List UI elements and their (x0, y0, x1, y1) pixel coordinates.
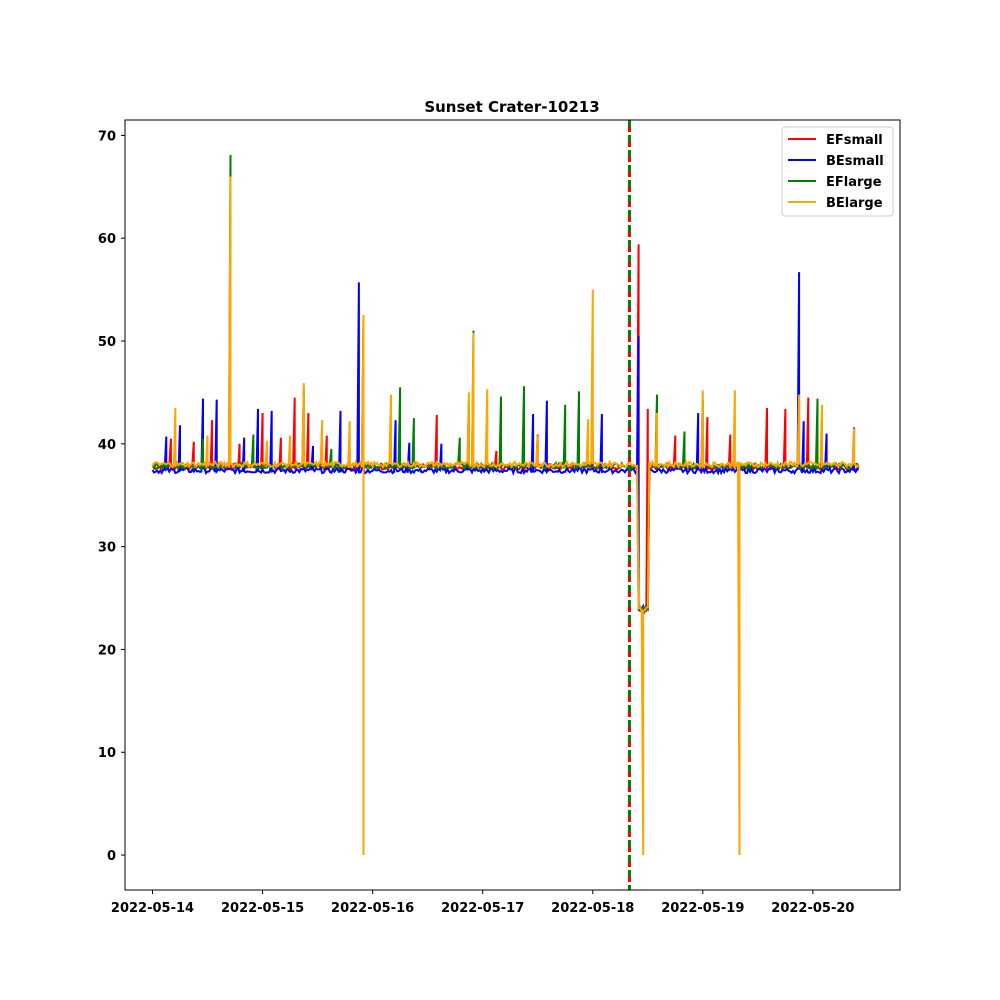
series-line-besmall (151, 272, 860, 615)
legend-box (781, 126, 894, 217)
y-tick-label: 0 (107, 849, 116, 864)
x-tick-label: 2022-05-14 (111, 901, 194, 916)
y-tick-label: 70 (98, 129, 116, 144)
legend: EFsmall BEsmall EFlarge BElarge (781, 126, 894, 217)
x-tick-label: 2022-05-17 (441, 901, 524, 916)
legend-label-besmall: BEsmall (826, 154, 884, 169)
plot-frame (124, 119, 901, 891)
legend-label-belarge: BElarge (826, 196, 883, 211)
x-tick-label: 2022-05-18 (551, 901, 634, 916)
y-axis: 0 10 20 30 40 50 60 70 (98, 129, 125, 864)
legend-label-eflarge: EFlarge (826, 175, 882, 190)
series-line-belarge (151, 176, 860, 856)
y-tick-label: 40 (98, 438, 116, 453)
x-tick-label: 2022-05-20 (771, 901, 854, 916)
y-tick-label: 20 (98, 643, 116, 658)
y-tick-label: 30 (98, 541, 116, 556)
x-tick-label: 2022-05-16 (331, 901, 414, 916)
legend-label-efsmall: EFsmall (826, 133, 883, 148)
y-tick-label: 50 (98, 335, 116, 350)
chart-title: Sunset Crater-10213 (424, 98, 599, 116)
x-tick-label: 2022-05-19 (661, 901, 744, 916)
x-axis: 2022-05-14 2022-05-15 2022-05-16 2022-05-17… (111, 890, 854, 916)
y-tick-label: 10 (98, 746, 116, 761)
x-tick-label: 2022-05-15 (221, 901, 304, 916)
y-tick-label: 60 (98, 232, 116, 247)
